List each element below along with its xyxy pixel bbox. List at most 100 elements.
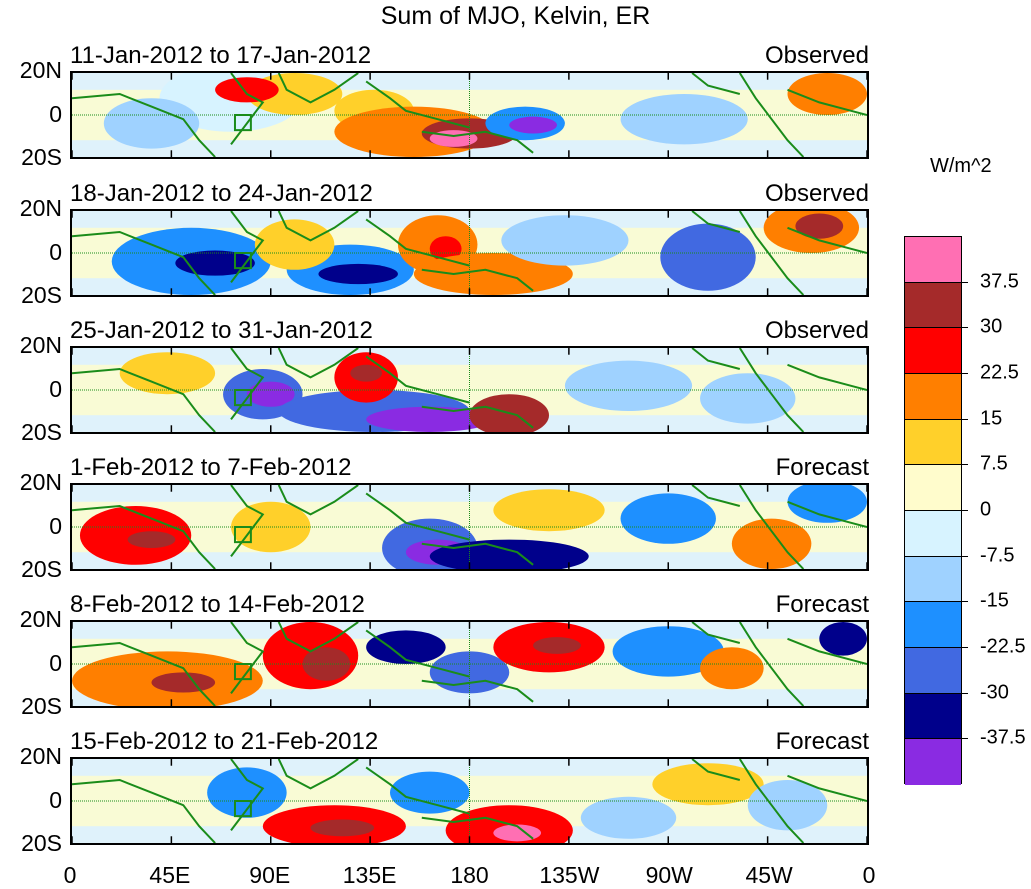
anomaly-region [819,622,867,656]
colorbar-swatch [905,511,961,557]
latitude-label: 20S [21,282,62,308]
anomaly-region [254,219,335,270]
colorbar-tick [962,281,968,283]
colorbar-swatch [905,237,961,283]
coastline [72,369,215,432]
map-panel [70,620,869,708]
colorbar-swatch [905,282,961,329]
anomaly-region [127,531,176,548]
map-panel [70,209,869,297]
anomaly-field [72,73,867,157]
anomaly-region [509,116,557,134]
panel-status: Forecast [775,728,869,755]
latitude-label: 20N [19,195,62,221]
latitude-label: 0 [49,787,62,813]
colorbar-label: -30 [980,681,1009,704]
anomaly-region [119,352,216,395]
coastline [366,630,469,676]
coastline [279,485,359,514]
coastline [422,818,533,839]
coastline [740,622,804,706]
longitude-label: 0 [63,862,77,888]
latitude-label: 20S [21,830,62,856]
latitude-label: 0 [49,239,62,265]
anomaly-region [493,489,605,532]
coastline [366,219,469,265]
anomaly-region [580,796,677,839]
colorbar-label: -7.5 [980,544,1015,567]
coastline [422,544,533,565]
anomaly-region [620,94,748,145]
anomaly-region [390,771,470,814]
latitude-label: 0 [49,101,62,127]
map-panel [70,757,869,845]
panel-status: Observed [764,42,869,69]
colorbar-label: 0 [980,498,992,521]
coastline [422,681,533,702]
colorbar-label: 30 [980,315,1003,338]
anomaly-region [246,381,295,407]
anomaly-region [501,215,629,266]
coastline [366,356,469,402]
latitude-label: 20S [21,419,62,445]
coastline [788,228,868,253]
anomaly-field [72,485,867,569]
coastline [788,365,868,390]
anomaly-field [72,759,867,843]
latitude-label: 0 [49,513,62,539]
latitude-label: 20N [19,743,62,769]
anomaly-region [429,130,478,147]
coastline [692,759,740,780]
coastline [279,211,359,240]
anomaly-field [72,211,867,295]
colorbar-tick [962,647,968,648]
colorbar-tick [962,510,968,511]
coastline [279,759,359,788]
anomaly-region [366,406,494,432]
colorbar-label: 7.5 [980,452,1008,475]
colorbar-tick [962,601,968,603]
panel-period: 1-Feb-2012 to 7-Feb-2012 [70,454,352,481]
anomaly-region [564,360,693,411]
coastline [279,73,359,102]
map-panel [70,346,869,434]
colorbar-tick [962,738,968,740]
coastline [740,211,804,295]
longitude-label: 135W [539,862,600,888]
panel-period: 8-Feb-2012 to 14-Feb-2012 [70,591,365,618]
longitude-label: 45W [745,862,793,888]
coastline [740,73,804,157]
panel-status: Forecast [775,591,869,618]
anomaly-region [310,819,375,837]
anomaly-region [533,637,581,654]
coastline [366,493,469,539]
panel-status: Observed [764,180,869,207]
coastline [692,485,740,506]
coastline [740,759,804,843]
coastline [72,94,215,157]
coastline [740,348,804,432]
coastline [366,767,469,813]
colorbar-label: 37.5 [980,270,1019,293]
coastline [72,780,215,843]
longitude-label: 90E [249,862,291,888]
anomaly-region [795,213,844,239]
latitude-label: 0 [49,376,62,402]
figure-title: Sum of MJO, Kelvin, ER [380,2,651,30]
anomaly-region [103,98,200,149]
coastline [72,643,215,706]
coastline [788,776,868,801]
longitude-label: 90W [645,862,693,888]
coastline [692,211,740,232]
coastline [692,622,740,643]
latitude-label: 20N [19,57,62,83]
latitude-label: 20N [19,332,62,358]
colorbar-label: -15 [980,589,1009,612]
anomaly-region [366,630,446,664]
coastline [422,270,533,291]
anomaly-region [787,73,867,115]
colorbar-swatch [905,419,961,466]
anomaly-region [747,780,828,831]
coastline [279,622,359,651]
colorbar-tick [962,464,968,466]
